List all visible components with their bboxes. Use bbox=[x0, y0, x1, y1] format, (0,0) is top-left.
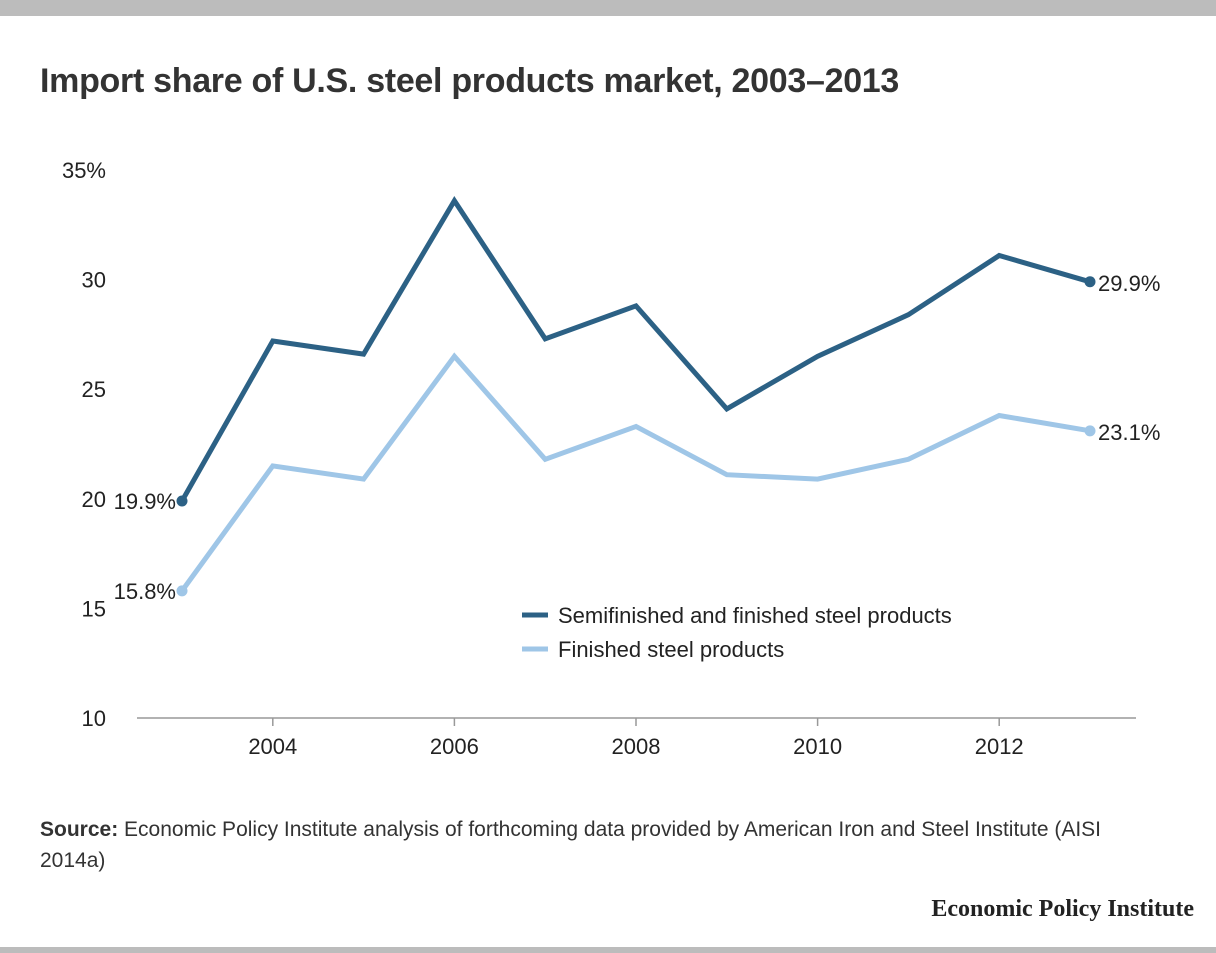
x-tick-label-2008: 2008 bbox=[612, 734, 661, 759]
series-0-start-point bbox=[176, 495, 188, 507]
y-tick-label-20: 20 bbox=[82, 487, 106, 512]
series-line-0 bbox=[179, 195, 1091, 503]
legend-label-0: Semifinished and finished steel products bbox=[558, 603, 952, 628]
source-text: Economic Policy Institute analysis of fo… bbox=[40, 818, 1102, 872]
series-1-start-point bbox=[176, 585, 188, 597]
source-label: Source: bbox=[40, 818, 119, 841]
y-tick-label-25: 25 bbox=[82, 377, 106, 402]
x-tick-label-2006: 2006 bbox=[430, 734, 479, 759]
top-border-bar bbox=[0, 0, 1216, 16]
y-tick-label-30: 30 bbox=[82, 268, 106, 293]
source-note: Source: Economic Policy Institute analys… bbox=[40, 814, 1160, 876]
y-axis: 10 15 20 25 30 35% bbox=[62, 158, 106, 731]
y-tick-label-35: 35% bbox=[62, 158, 106, 183]
bottom-border-bar bbox=[0, 947, 1216, 953]
series-group bbox=[176, 195, 1096, 597]
series-1-start-label: 15.8% bbox=[114, 579, 176, 604]
y-tick-label-15: 15 bbox=[82, 596, 106, 621]
y-tick-label-10: 10 bbox=[82, 706, 106, 731]
chart-title: Import share of U.S. steel products mark… bbox=[40, 62, 900, 100]
x-tick-label-2012: 2012 bbox=[975, 734, 1024, 759]
x-tick-label-2004: 2004 bbox=[248, 734, 297, 759]
series-0-end-point bbox=[1084, 276, 1096, 288]
data-labels: 19.9% 29.9% 15.8% 23.1% bbox=[114, 271, 1161, 604]
brand-logo-text: Economic Policy Institute bbox=[931, 896, 1194, 922]
series-0-end-label: 29.9% bbox=[1098, 271, 1160, 296]
series-1-end-label: 23.1% bbox=[1098, 420, 1160, 445]
legend: Semifinished and finished steel products… bbox=[522, 603, 952, 662]
series-line-1 bbox=[179, 352, 1091, 593]
series-0-start-label: 19.9% bbox=[114, 489, 176, 514]
x-tick-label-2010: 2010 bbox=[793, 734, 842, 759]
series-1-end-point bbox=[1084, 425, 1096, 437]
legend-label-1: Finished steel products bbox=[558, 637, 784, 662]
line-chart: 10 15 20 25 30 35% 2004 2006 2008 2010 2012 19.9%… bbox=[62, 158, 1161, 759]
x-axis: 2004 2006 2008 2010 2012 bbox=[248, 718, 1024, 759]
